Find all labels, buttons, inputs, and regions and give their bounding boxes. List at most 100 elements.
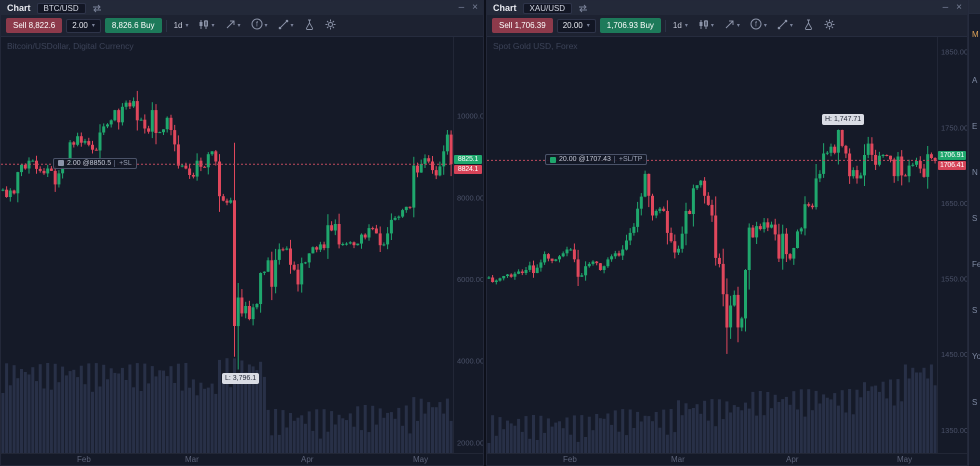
sidebar-fragment[interactable]: M [972, 30, 979, 39]
settings-button[interactable] [322, 18, 339, 34]
trend-line-icon [278, 17, 289, 35]
timeframe-dropdown[interactable]: 1d ▾ [171, 18, 192, 34]
chevron-down-icon: ▾ [763, 22, 767, 29]
panel-titlebar: Chart XAU/USD – × [487, 1, 967, 15]
position-label: 20.00 @1707.43 [559, 156, 611, 164]
symbol-description: Bitcoin/USDollar, Digital Currency [7, 41, 134, 51]
strategy-tester-button[interactable] [301, 18, 318, 34]
quantity-value: 20.00 [562, 21, 583, 30]
strategy-tester-button[interactable] [800, 18, 817, 34]
chevron-down-icon: ▾ [237, 22, 241, 29]
svg-text:8000.00: 8000.00 [457, 193, 483, 202]
sidebar-fragment[interactable]: S [972, 214, 978, 223]
sidebar-fragment[interactable]: S [972, 398, 978, 407]
chevron-down-icon: ▾ [290, 22, 294, 29]
svg-text:1750.00: 1750.00 [941, 123, 967, 132]
settings-button[interactable] [821, 18, 838, 34]
panel-tab-chart[interactable]: Chart [7, 3, 31, 13]
position-tag[interactable]: 2.00 @8850.5 +SL [53, 157, 137, 169]
quantity-stepper[interactable]: 2.00 ▾ [66, 18, 101, 33]
gear-icon [824, 17, 835, 35]
close-icon[interactable]: × [956, 2, 962, 13]
flask-icon [803, 17, 814, 35]
sidebar-fragment[interactable]: N [972, 168, 978, 177]
svg-text:1850.00: 1850.00 [941, 48, 967, 57]
chart-style-dropdown[interactable]: ▾ [695, 18, 717, 34]
buy-button[interactable]: 8,826.6 Buy [104, 18, 162, 33]
panel-tab-chart[interactable]: Chart [493, 3, 517, 13]
bid-price-tag: 1706.41 [938, 160, 966, 170]
bid-price-tag: 8824.1 [454, 164, 482, 174]
chevron-down-icon: ▾ [586, 22, 590, 29]
indicator-fx-icon: f [251, 17, 263, 35]
sidebar-fragment[interactable]: Yo [972, 352, 980, 361]
candlestick-svg: 1850.00 1750.00 1650.00 1550.00 1450.00 1350.… [487, 37, 967, 453]
symbol-input[interactable]: BTC/USD [36, 2, 86, 14]
svg-text:1650.00: 1650.00 [941, 199, 967, 208]
chart-style-dropdown[interactable]: ▾ [195, 18, 217, 34]
chevron-down-icon: ▾ [185, 22, 189, 29]
position-sl-button[interactable]: +SL [114, 159, 132, 167]
chevron-down-icon: ▾ [264, 22, 268, 29]
position-marker-icon [550, 156, 556, 163]
buy-button[interactable]: 1,706.93 Buy [599, 18, 661, 33]
indicators-dropdown[interactable]: f ▾ [248, 18, 271, 34]
flask-icon [304, 17, 315, 35]
drawing-tools-dropdown[interactable]: ▾ [275, 18, 297, 34]
svg-text:f: f [256, 21, 258, 28]
chevron-down-icon: ▾ [211, 22, 215, 29]
symbol-switch-icon[interactable] [578, 4, 588, 13]
svg-text:6000.00: 6000.00 [457, 275, 483, 284]
timeframe-value: 1d [672, 21, 682, 30]
time-axis[interactable]: Feb Mar Apr May [1, 453, 483, 465]
sell-button[interactable]: Sell 1,706.39 [492, 18, 553, 33]
indicators-dropdown[interactable]: f ▾ [747, 18, 770, 34]
svg-text:1550.00: 1550.00 [941, 275, 967, 284]
position-sl-tp-button[interactable]: +SL/TP [613, 156, 642, 164]
position-tag[interactable]: 20.00 @1707.43 +SL/TP [545, 154, 648, 166]
clipped-side-panel-titlebar [969, 0, 980, 14]
candlestick-chart[interactable]: Spot Gold USD, Forex 1850.00 1750.00 1650.… [487, 37, 967, 453]
symbol-description: Spot Gold USD, Forex [493, 41, 578, 51]
sidebar-fragment[interactable]: A [972, 76, 978, 85]
minimize-icon[interactable]: – [942, 2, 949, 13]
drawing-tools-dropdown[interactable]: ▾ [774, 18, 796, 34]
symbol-switch-icon[interactable] [92, 4, 102, 13]
ask-price-tag: 8825.1 [454, 154, 482, 164]
low-price-label: L: 3,796.1 [222, 373, 260, 384]
candlestick-svg: 10000.00 8000.00 6000.00 4000.00 2000.00 [1, 37, 483, 453]
time-axis-month-label: May [413, 455, 429, 464]
time-axis-month-label: Feb [77, 455, 91, 464]
trend-line-icon [777, 17, 788, 35]
sell-button[interactable]: Sell 8,822.6 [6, 18, 63, 33]
toolbar-divider [165, 19, 167, 32]
candlestick-style-icon [198, 17, 209, 35]
symbol-input[interactable]: XAU/USD [522, 2, 573, 14]
sidebar-fragment[interactable]: E [972, 122, 978, 131]
time-axis[interactable]: Feb Mar Apr May [487, 453, 967, 465]
chevron-down-icon: ▾ [736, 22, 740, 29]
svg-text:10000.00: 10000.00 [457, 112, 483, 121]
chevron-down-icon: ▾ [789, 22, 793, 29]
compare-dropdown[interactable]: ▾ [721, 18, 743, 34]
high-price-label: H: 1,747.71 [822, 114, 865, 125]
time-axis-month-label: Mar [185, 455, 199, 464]
chart-panel-btcusd: Chart BTC/USD – × Sell 8,822.6 2.00 ▾ 8,… [0, 0, 484, 466]
time-axis-month-label: Apr [786, 455, 799, 464]
sidebar-fragment[interactable]: S [972, 306, 978, 315]
chart-toolbar: Sell 1,706.39 20.00 ▾ 1,706.93 Buy 1d ▾ … [487, 15, 967, 37]
time-axis-month-label: May [897, 455, 913, 464]
time-axis-month-label: Apr [301, 455, 314, 464]
clipped-side-panel-body: M A E N S Fe S Yo S [969, 14, 980, 466]
quantity-stepper[interactable]: 20.00 ▾ [556, 18, 596, 33]
close-icon[interactable]: × [472, 2, 478, 13]
compare-arrow-icon [724, 17, 735, 35]
gear-icon [325, 17, 336, 35]
compare-dropdown[interactable]: ▾ [222, 18, 244, 34]
minimize-icon[interactable]: – [458, 2, 465, 13]
svg-text:1350.00: 1350.00 [941, 426, 967, 435]
sidebar-fragment[interactable]: Fe [972, 260, 980, 269]
candlestick-chart[interactable]: Bitcoin/USDollar, Digital Currency 10000… [1, 37, 483, 453]
timeframe-dropdown[interactable]: 1d ▾ [670, 18, 691, 34]
position-marker-icon [58, 160, 64, 167]
